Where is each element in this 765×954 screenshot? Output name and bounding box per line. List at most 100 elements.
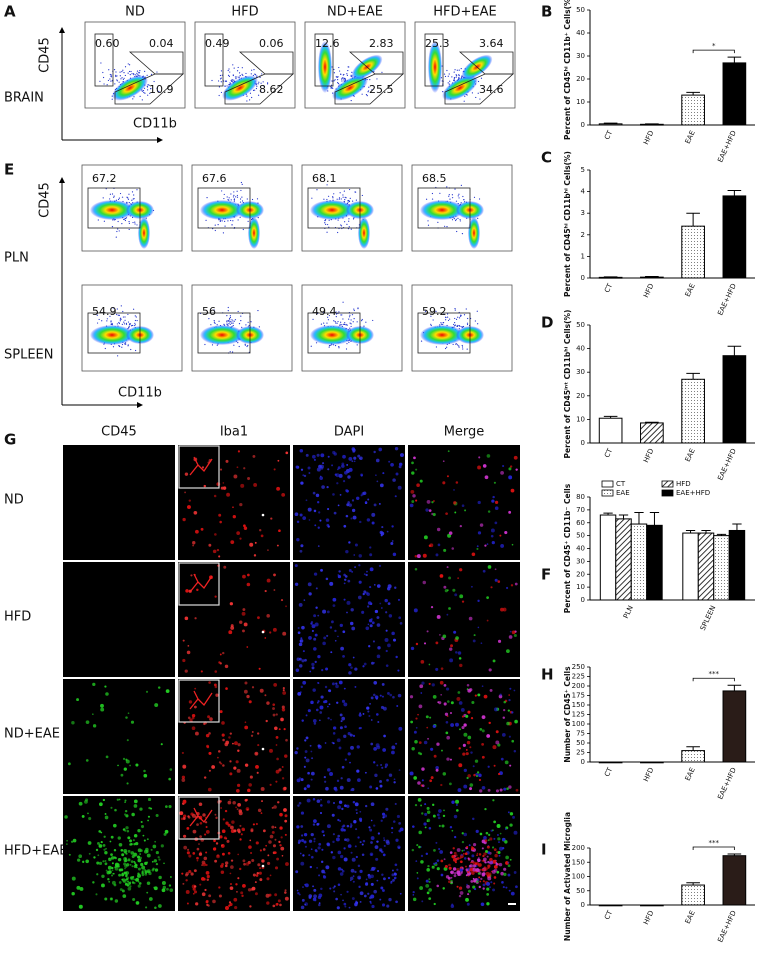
bar (722, 355, 747, 444)
event-dot (229, 82, 231, 84)
event-dot (350, 323, 352, 325)
cell (313, 888, 317, 892)
cell (459, 728, 461, 731)
event-dot (134, 315, 136, 317)
cell (323, 776, 326, 779)
cell (376, 584, 381, 588)
cell (325, 667, 329, 671)
cell (443, 858, 446, 861)
cell (442, 460, 445, 462)
cell (122, 878, 126, 882)
event-dot (204, 343, 206, 346)
event-dot (349, 327, 351, 329)
cell (281, 708, 286, 712)
cell (482, 872, 486, 876)
cell (242, 574, 246, 579)
cell (450, 879, 453, 883)
cell (422, 580, 427, 585)
event-dot (477, 217, 479, 219)
event-dot (116, 308, 118, 310)
cell (330, 851, 334, 854)
event-dot (440, 322, 442, 324)
cell (118, 881, 122, 884)
cell (316, 467, 321, 472)
significance: * (712, 42, 716, 50)
cell (484, 866, 486, 868)
cell (392, 478, 396, 482)
event-dot (226, 196, 228, 198)
event-dot (115, 74, 117, 76)
event-dot (121, 77, 123, 79)
cell (478, 853, 482, 856)
cell (222, 651, 225, 655)
cell (355, 496, 360, 501)
event-dot (356, 321, 358, 323)
cell (443, 683, 447, 687)
cell (221, 852, 225, 856)
cell (188, 499, 191, 502)
cell (383, 706, 387, 711)
event-dot (454, 325, 456, 327)
cell (378, 848, 383, 852)
cell (326, 768, 331, 772)
cell (512, 815, 515, 819)
cell (71, 876, 76, 881)
cell (424, 812, 428, 816)
cell (499, 832, 502, 835)
event-dot (443, 73, 446, 75)
event-dot (139, 95, 141, 97)
cell (245, 862, 250, 866)
event-dot (227, 319, 229, 322)
event-dot (344, 322, 346, 324)
cell (347, 844, 352, 848)
cell (278, 768, 282, 772)
event-dot (121, 346, 123, 348)
bar (640, 123, 664, 126)
cell (391, 745, 396, 750)
cell (486, 596, 489, 600)
event-dot (361, 320, 363, 322)
cell (425, 879, 429, 883)
cell (341, 869, 345, 873)
event-dot (456, 344, 459, 346)
cell (303, 765, 306, 768)
cell (324, 685, 328, 689)
cell (139, 807, 143, 811)
cell (150, 848, 153, 851)
cell (339, 785, 344, 790)
cell (299, 513, 303, 517)
cell (225, 459, 229, 463)
y-tick-label: 200 (572, 844, 585, 852)
cell (486, 543, 489, 545)
event-dot (342, 301, 344, 303)
cell (158, 875, 162, 880)
event-dot (134, 221, 136, 223)
cell (508, 694, 511, 696)
cell (124, 882, 128, 886)
cell (337, 466, 341, 470)
cell (446, 589, 449, 592)
cell (319, 812, 323, 815)
event-dot (126, 196, 128, 198)
cell (202, 862, 207, 867)
cell (255, 822, 258, 826)
cell (128, 881, 132, 885)
row-label: PLN (4, 251, 29, 266)
cell (365, 591, 369, 595)
cell (343, 828, 346, 832)
cell (229, 886, 234, 890)
cell (370, 902, 372, 904)
cell (85, 720, 90, 724)
cell (277, 801, 280, 804)
cell (236, 768, 241, 773)
y-tick-label: 10 (576, 583, 585, 591)
event-dot (261, 73, 263, 75)
event-dot (122, 310, 124, 313)
cell (185, 589, 189, 593)
cell (244, 763, 249, 767)
cell (316, 453, 320, 457)
cell (391, 540, 394, 542)
y-tick-label: 80 (576, 493, 585, 501)
event-dot (144, 70, 146, 73)
event-dot (115, 236, 117, 238)
